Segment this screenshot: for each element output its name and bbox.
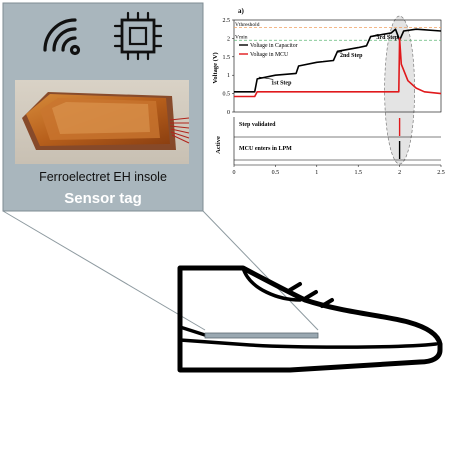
series-line bbox=[234, 37, 442, 98]
insole-photo bbox=[15, 80, 190, 164]
lpm-ylabel: Active bbox=[215, 136, 222, 154]
step-annotation: 3rd Step bbox=[376, 35, 398, 41]
x-tick-label: 0 bbox=[233, 170, 236, 176]
lane-label: Step validated bbox=[239, 122, 276, 128]
y-tick-label: 1 bbox=[227, 73, 230, 79]
reference-label: Vthreshold bbox=[235, 22, 260, 28]
lane-label: MCU enters in LPM bbox=[239, 146, 292, 152]
x-tick-label: 0.5 bbox=[272, 170, 280, 176]
chart-ylabel: Voltage (V) bbox=[212, 52, 219, 83]
x-tick-label: 1.5 bbox=[354, 170, 362, 176]
shoe-laces bbox=[288, 282, 334, 308]
y-tick-label: 2.5 bbox=[223, 18, 231, 24]
legend-label: Voltage in MCU bbox=[250, 52, 289, 58]
insole-caption: Ferroelectret EH insole bbox=[39, 170, 167, 184]
insole-sensor-strip bbox=[204, 332, 319, 339]
step-arrow bbox=[370, 33, 379, 37]
step-arrow bbox=[337, 51, 343, 53]
x-tick-label: 1 bbox=[315, 170, 318, 176]
reference-label: Vmin bbox=[235, 35, 248, 41]
zoom-line-left bbox=[2, 210, 206, 331]
y-tick-label: 1.5 bbox=[223, 55, 231, 61]
shoe-outline bbox=[177, 265, 443, 373]
y-tick-label: 0 bbox=[227, 110, 230, 116]
sensor-tag-title: Sensor tag bbox=[64, 190, 142, 207]
step-annotation: 1st Step bbox=[271, 80, 292, 86]
zoom-line-right bbox=[202, 210, 319, 331]
x-tick-label: 2 bbox=[398, 170, 401, 176]
y-tick-label: 2 bbox=[227, 36, 230, 42]
legend-label: Voltage in Capacitor bbox=[250, 43, 298, 49]
voltage-chart: a) Voltage (V) Active 0 0.5 1 1.5 2 2.5 0 0.5 1 1… bbox=[212, 7, 445, 176]
step-annotation: 2nd Step bbox=[340, 53, 363, 59]
x-tick-label: 2.5 bbox=[437, 170, 445, 176]
wifi-icon bbox=[43, 18, 81, 56]
step-arrow bbox=[258, 76, 274, 80]
chip-icon bbox=[113, 11, 163, 61]
chart-plot-frame bbox=[233, 19, 442, 113]
y-tick-label: 0.5 bbox=[223, 92, 231, 98]
legend-box bbox=[237, 41, 323, 61]
chart-panel-label: a) bbox=[238, 7, 245, 15]
